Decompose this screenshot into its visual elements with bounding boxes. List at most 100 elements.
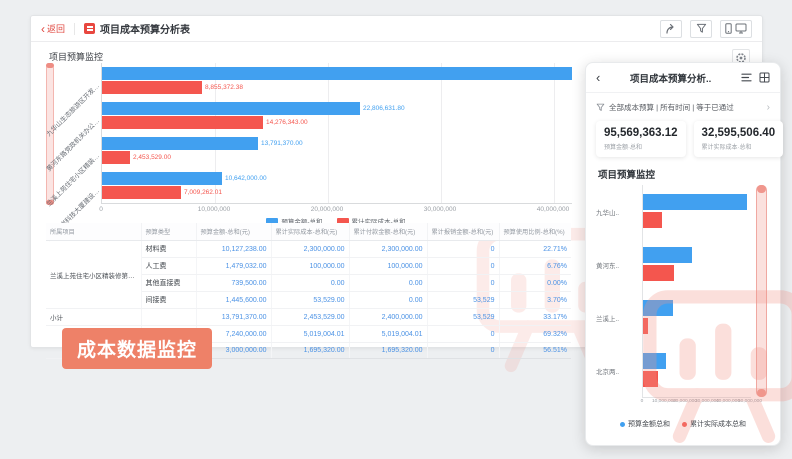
stat-card-actual-cost[interactable]: 32,595,506.40 累计实际成本·总和	[693, 121, 784, 157]
bar	[643, 194, 747, 210]
list-view-icon[interactable]	[741, 72, 752, 83]
bar-value-label: 10,642,000.00	[225, 175, 267, 182]
table-cell: 10,127,238.00	[196, 240, 272, 258]
x-tick-label: 30,000,000	[694, 399, 720, 404]
table-cell: 材料费	[141, 240, 197, 258]
slider-handle-top[interactable]	[757, 185, 766, 193]
stat-value: 95,569,363.12	[604, 127, 678, 139]
mobile-title: 项目成本预算分析..	[630, 73, 712, 85]
grid-view-icon[interactable]	[759, 72, 770, 83]
budget-bar-chart: 22,806,631.80 13,791,370.00 10,642,000.00 8…	[101, 63, 572, 204]
table-cell: 间接费	[141, 291, 197, 309]
x-tick-label: 40,000,000	[715, 399, 741, 404]
legend-item: 累计实际成本总和	[682, 419, 746, 429]
gridline	[554, 63, 555, 203]
device-preview-button[interactable]	[720, 19, 752, 38]
chevron-right-icon: ›	[766, 101, 770, 113]
x-tick-label: 20,000,000	[672, 399, 698, 404]
filter-icon	[696, 23, 706, 33]
back-button[interactable]: ‹ 返回	[41, 22, 65, 35]
x-tick-label: 0	[99, 206, 103, 213]
x-tick-label: 10,000,000	[197, 206, 231, 213]
legend-item: 累计实际成本-总和	[336, 216, 406, 226]
table-cell: 5,019,004.01	[349, 325, 428, 343]
bar	[102, 151, 130, 164]
monitor-icon	[735, 23, 747, 34]
mobile-back-button[interactable]: ‹	[596, 70, 601, 85]
bar-value-label: 7,009,262.01	[184, 189, 222, 196]
mobile-header-icons	[741, 72, 770, 83]
mobile-filter-text: 全部成本预算 | 所有时间 | 等于已通过	[609, 102, 734, 112]
table-cell: 53,529	[427, 308, 500, 326]
mobile-chart-zoom-slider[interactable]	[756, 185, 767, 397]
slider-handle-top[interactable]	[46, 63, 54, 68]
x-tick-label: 0	[640, 399, 644, 404]
bar	[643, 265, 674, 281]
table-row: 其他直接费 739,500.00 0.00 0.00 0 0.00%	[46, 274, 571, 292]
legend-label: 预算金额总和	[628, 421, 670, 428]
table-cell: 1,445,600.00	[196, 291, 272, 309]
table-cell: 13,791,370.00	[196, 308, 272, 326]
table-cell: 兰溪上苑住宅小区精装修第…	[46, 240, 142, 309]
table-cell: 小计	[46, 308, 142, 326]
stat-label: 预算金额·总和	[604, 145, 642, 151]
x-tick-label: 20,000,000	[310, 206, 344, 213]
table-row: 间接费 1,445,600.00 53,529.00 0.00 53,529 3.70%	[46, 291, 571, 309]
table-cell: 0	[427, 240, 500, 258]
slider-handle-bottom[interactable]	[757, 389, 766, 397]
bar	[643, 247, 692, 263]
mobile-x-axis: 0 10,000,000 20,000,000 30,000,000 40,000,00…	[640, 399, 762, 406]
bar-value-label: 14,276,343.00	[266, 119, 308, 126]
table-cell: 69.32%	[499, 325, 571, 343]
legend-item: 预算金额总和	[620, 419, 670, 429]
cost-monitor-label: 成本数据监控	[62, 328, 213, 369]
table-cell: 100,000.00	[271, 257, 350, 275]
x-tick-label: 10,000,000	[651, 399, 677, 404]
table-cell: 2,453,529.00	[271, 308, 350, 326]
category-label: 黄河东..	[596, 263, 620, 270]
stat-label: 累计实际成本·总和	[701, 145, 752, 151]
table-cell: 6.76%	[499, 257, 571, 275]
table-cell: 0	[427, 325, 500, 343]
share-button[interactable]	[660, 19, 682, 38]
table-cell: 0	[427, 342, 500, 359]
slider-handle-bottom[interactable]	[46, 200, 54, 205]
table-cell: 3,000,000.00	[196, 342, 272, 359]
table-header-cell: 所属项目	[46, 223, 142, 241]
table-cell: 33.17%	[499, 308, 571, 326]
table-cell: 其他直接费	[141, 274, 197, 292]
phone-icon	[725, 23, 732, 34]
x-tick-label: 40,000,000	[536, 206, 570, 213]
category-label: 兰溪上..	[596, 316, 620, 323]
bar	[102, 116, 263, 129]
table-cell: 2,300,000.00	[349, 240, 428, 258]
table-cell: 739,500.00	[196, 274, 272, 292]
table-cell: 0.00%	[499, 274, 571, 292]
filter-button[interactable]	[690, 19, 712, 38]
back-chevron-icon: ‹	[41, 21, 45, 36]
gridline	[441, 63, 442, 203]
bar	[102, 81, 202, 94]
mobile-budget-bar-chart: 九华山.. 黄河东.. 兰溪上.. 北京两.. 0 10,000,000 20,000,0…	[596, 185, 772, 411]
window-topbar: ‹ 返回 项目成本预算分析表	[31, 16, 762, 42]
divider	[74, 22, 76, 35]
legend-swatch	[336, 217, 349, 225]
table-cell	[141, 308, 197, 326]
x-tick-label: 30,000,000	[423, 206, 457, 213]
chart-section-title: 项目预算监控	[49, 52, 104, 62]
report-doc-icon	[84, 23, 96, 34]
table-cell: 0.00	[349, 291, 428, 309]
gridline	[328, 63, 329, 203]
table-header-cell: 累计付款金额-总和(元)	[349, 223, 428, 241]
mobile-filter-bar[interactable]: 全部成本预算 | 所有时间 | 等于已通过 ›	[596, 99, 770, 115]
category-label: 北京两..	[596, 369, 620, 376]
table-cell: 0.00	[349, 274, 428, 292]
mobile-stats: 95,569,363.12 预算金额·总和 32,595,506.40 累计实际…	[596, 121, 784, 157]
bar-value-label: 13,791,370.00	[261, 140, 303, 147]
table-cell: 3.70%	[499, 291, 571, 309]
legend-dot	[682, 421, 687, 427]
stat-card-budget[interactable]: 95,569,363.12 预算金额·总和	[596, 121, 686, 157]
bar-value-label: 8,855,372.38	[205, 84, 243, 91]
chart-zoom-slider[interactable]	[46, 63, 54, 205]
